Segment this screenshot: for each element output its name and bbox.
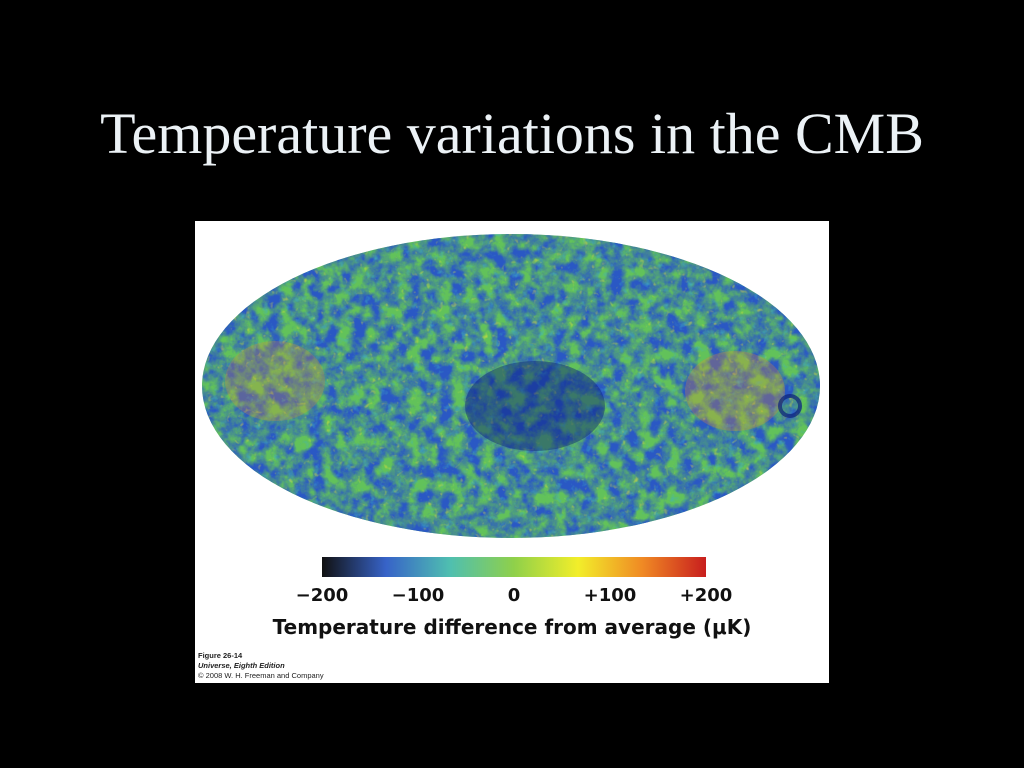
book-title: Universe, Eighth Edition — [198, 661, 285, 670]
tick-plus-100: +100 — [583, 585, 637, 606]
cmb-figure: −200 −100 0 +100 +200 Temperature difference… — [195, 221, 829, 683]
tick-minus-200: −200 — [295, 585, 349, 606]
tick-minus-100: −100 — [391, 585, 445, 606]
copyright-notice: © 2008 W. H. Freeman and Company — [198, 671, 324, 680]
slide-title: Temperature variations in the CMB — [100, 101, 924, 166]
colorbar — [322, 557, 706, 577]
colorbar-axis-label: Temperature difference from average (μK) — [272, 615, 752, 639]
figure-number: Figure 26-14 — [198, 651, 243, 660]
cmb-sky-map — [202, 234, 820, 538]
tick-zero: 0 — [507, 585, 521, 606]
tick-plus-200: +200 — [679, 585, 733, 606]
